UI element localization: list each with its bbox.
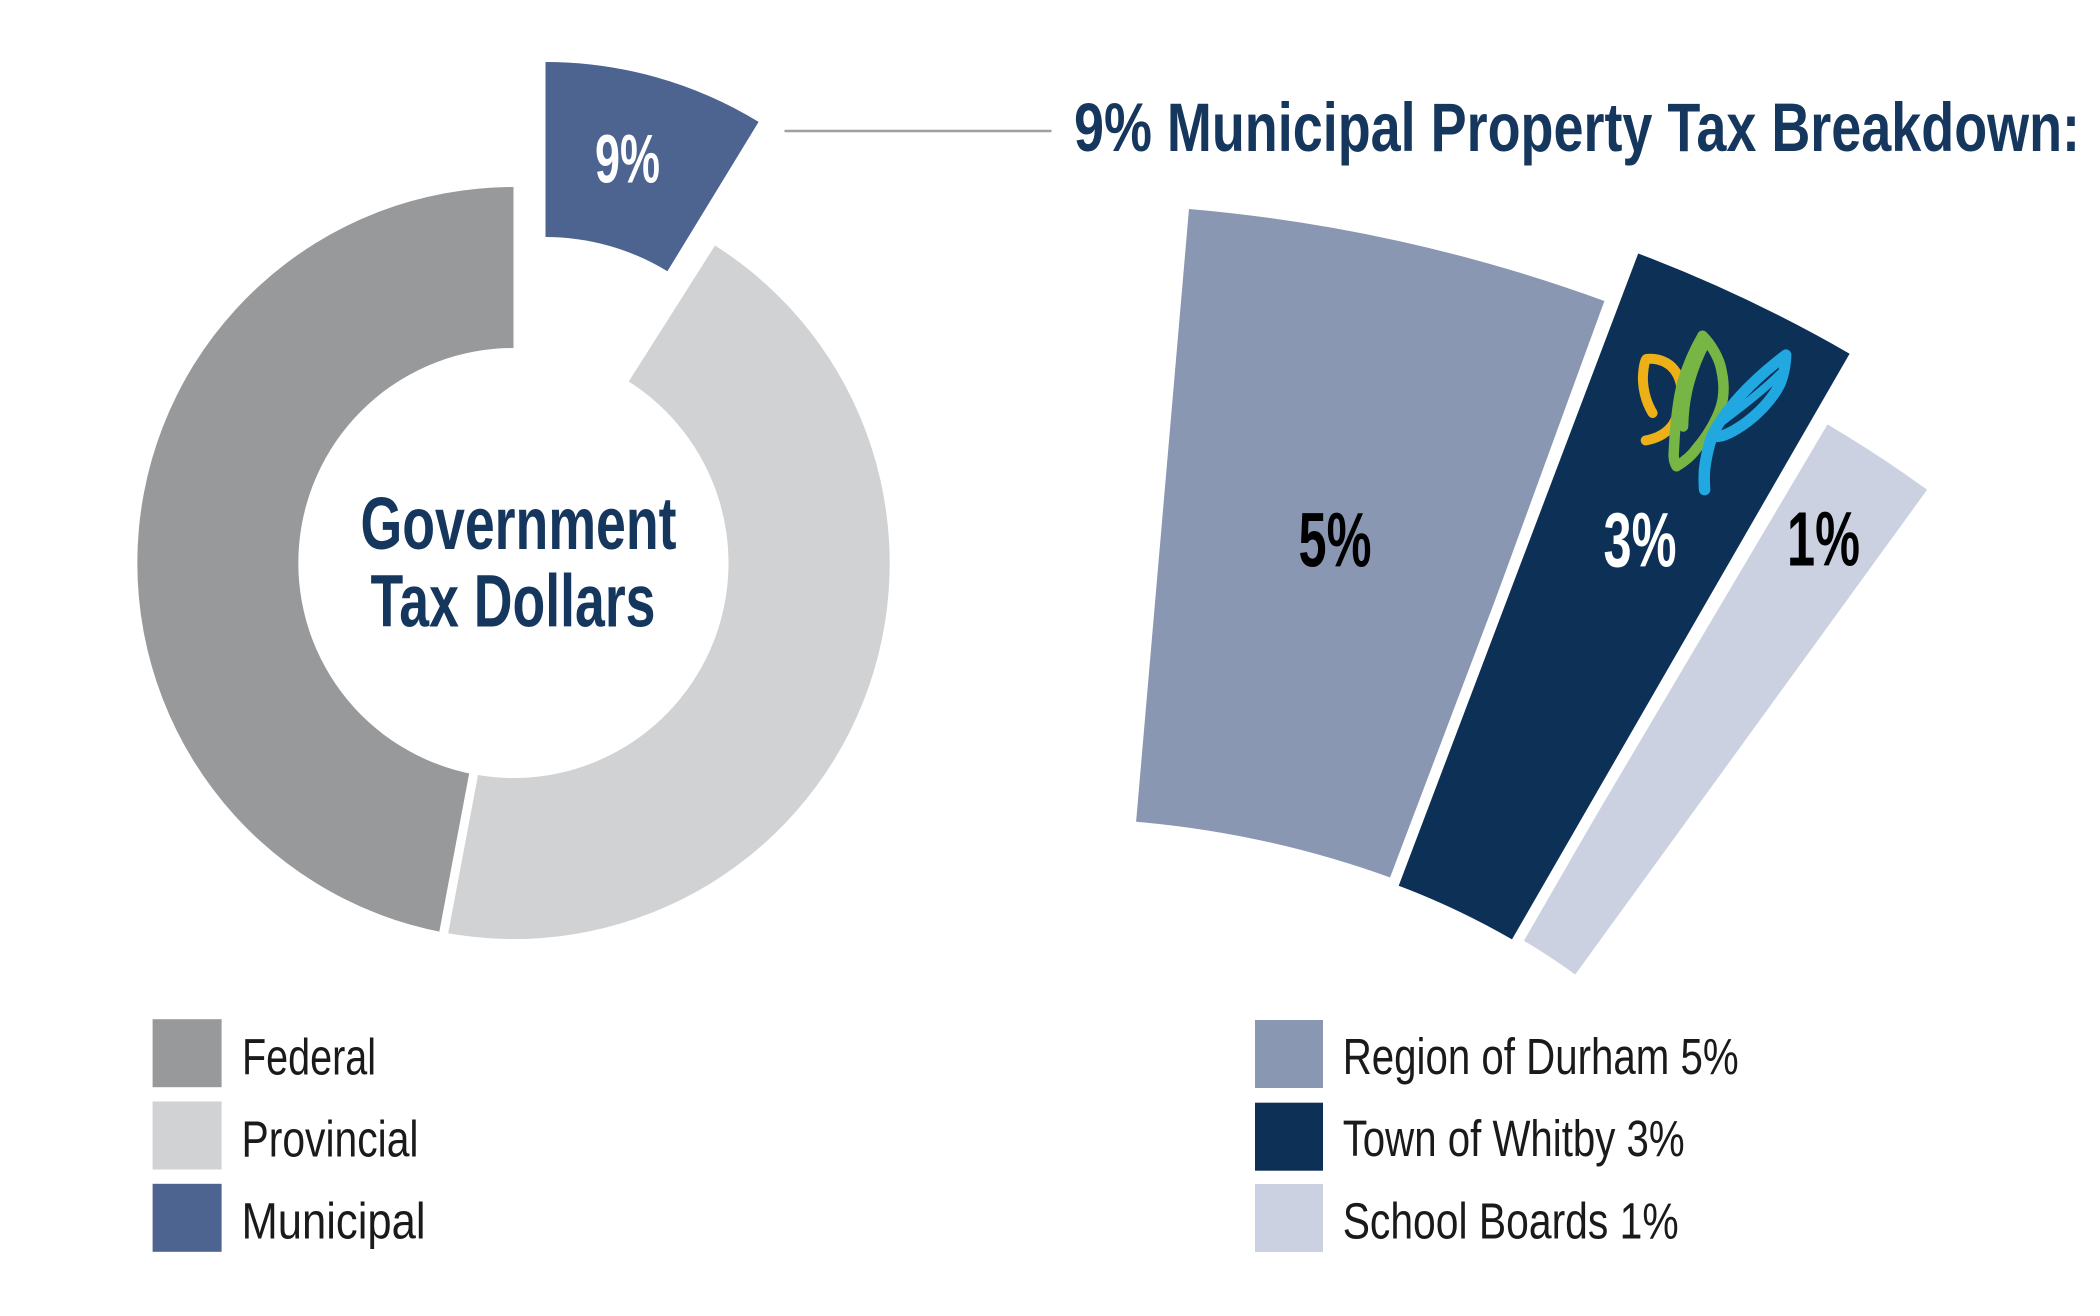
svg-text:Town of Whitby 3%: Town of Whitby 3% <box>1343 1110 1685 1167</box>
svg-text:School Boards 1%: School Boards 1% <box>1343 1192 1679 1249</box>
svg-text:Region of Durham 5%: Region of Durham 5% <box>1343 1028 1739 1085</box>
svg-text:3%: 3% <box>1604 498 1677 584</box>
svg-text:Government: Government <box>361 482 677 565</box>
svg-text:Tax Dollars: Tax Dollars <box>371 560 656 643</box>
svg-text:1%: 1% <box>1787 497 1860 583</box>
svg-text:Federal: Federal <box>242 1028 376 1085</box>
svg-text:5%: 5% <box>1299 498 1372 584</box>
svg-text:9% Municipal Property Tax Brea: 9% Municipal Property Tax Breakdown: <box>1074 89 2080 166</box>
svg-text:9%: 9% <box>595 121 660 198</box>
svg-text:Municipal: Municipal <box>242 1193 426 1250</box>
svg-text:Provincial: Provincial <box>242 1111 419 1168</box>
